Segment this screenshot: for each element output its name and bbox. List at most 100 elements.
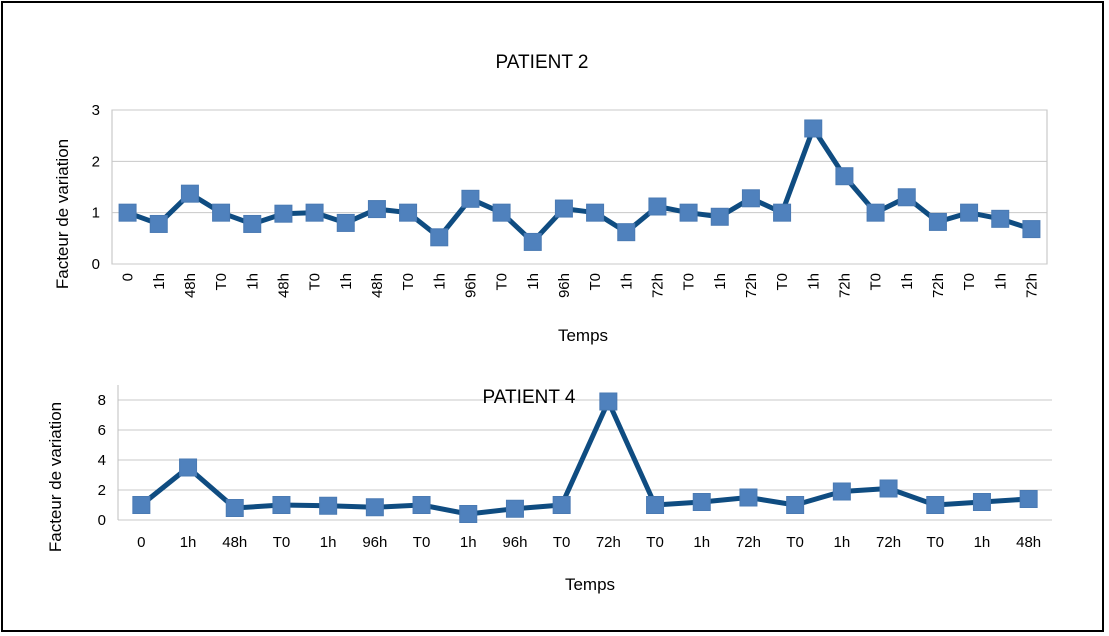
data-point-marker xyxy=(710,207,729,226)
x-tick-label: T0 xyxy=(926,534,944,551)
data-point-marker xyxy=(832,482,851,501)
x-tick-label: 1h xyxy=(805,273,822,290)
data-point-marker xyxy=(461,189,480,208)
x-tick-label: 1h xyxy=(180,534,197,551)
y-tick-label: 1 xyxy=(92,205,100,222)
data-point-marker xyxy=(243,214,262,233)
data-point-marker xyxy=(773,203,792,222)
y-tick-label: 4 xyxy=(98,452,106,469)
x-tick-label: 1h xyxy=(974,534,991,551)
x-tick-label: 48h xyxy=(275,273,292,298)
x-tick-label: 72h xyxy=(736,534,761,551)
plot-area xyxy=(111,109,1048,265)
y-tick-label: 6 xyxy=(98,422,106,439)
data-point-marker xyxy=(1019,490,1038,508)
data-point-marker xyxy=(692,493,711,511)
y-tick-label: 8 xyxy=(98,392,106,409)
y-tick-label: 2 xyxy=(92,153,100,170)
x-tick-label: 48h xyxy=(369,273,386,298)
data-point-marker xyxy=(367,200,386,219)
x-tick-label: 96h xyxy=(462,273,479,298)
x-tick-label: T0 xyxy=(213,273,230,291)
y-axis-label: Facteur de variation xyxy=(53,139,72,289)
data-point-marker xyxy=(274,204,293,223)
data-point-marker xyxy=(1022,220,1041,239)
y-tick-label: 0 xyxy=(98,512,106,529)
data-point-marker xyxy=(180,184,199,203)
x-tick-label: 0 xyxy=(120,273,137,281)
data-point-marker xyxy=(132,496,151,514)
x-tick-label: T0 xyxy=(646,534,664,551)
data-point-marker xyxy=(554,199,573,218)
data-point-marker xyxy=(646,496,665,514)
x-tick-label: 1h xyxy=(151,273,168,290)
x-tick-label: 1h xyxy=(460,534,477,551)
data-point-marker xyxy=(149,214,168,233)
y-tick-label: 3 xyxy=(92,102,100,119)
chart-title: PATIENT 2 xyxy=(496,52,589,73)
x-tick-label: 72h xyxy=(930,273,947,298)
x-axis-label: Temps xyxy=(565,575,615,594)
x-tick-label: 72h xyxy=(596,534,621,551)
x-tick-label: T0 xyxy=(868,273,885,291)
x-tick-label: 1h xyxy=(618,273,635,290)
x-tick-label: 72h xyxy=(836,273,853,298)
data-point-marker xyxy=(319,496,338,515)
x-tick-label: 1h xyxy=(338,273,355,290)
data-point-marker xyxy=(804,119,823,138)
x-axis-label: Temps xyxy=(558,326,608,345)
data-point-marker xyxy=(879,479,898,498)
series xyxy=(132,392,1038,523)
x-tick-label: 96h xyxy=(502,534,527,551)
data-point-marker xyxy=(179,458,198,477)
series-line xyxy=(126,125,1033,245)
data-point-marker xyxy=(365,498,384,517)
data-point-marker xyxy=(212,203,231,222)
data-point-marker xyxy=(492,203,511,222)
x-tick-label: 1h xyxy=(992,273,1009,290)
chart-title: PATIENT 4 xyxy=(483,387,576,408)
data-point-marker xyxy=(505,499,524,518)
data-point-marker xyxy=(897,188,916,207)
x-tick-label: T0 xyxy=(400,273,417,291)
data-point-marker xyxy=(552,496,571,514)
x-tick-labels: 0 1h 48h T0 1h 96h T0 1h 96h T0 72h T0 1h 72h T0 1h 72h T… xyxy=(137,534,1041,551)
x-tick-label: 72h xyxy=(876,534,901,551)
x-tick-label: 1h xyxy=(693,534,710,551)
x-tick-label: 72h xyxy=(649,273,666,298)
x-tick-label: T0 xyxy=(961,273,978,291)
x-tick-label: 96h xyxy=(556,273,573,298)
data-point-marker xyxy=(648,197,667,216)
patient-2-chart: 0 1 2 3 0 1h 48h T0 1h 48h T0 1h 48h T0 1h 96h T0 1h 96h T… xyxy=(53,52,1048,345)
data-point-marker xyxy=(305,203,324,222)
x-tick-label: 1h xyxy=(525,273,542,290)
data-point-marker xyxy=(272,496,291,514)
x-tick-label: T0 xyxy=(774,273,791,291)
x-tick-label: 96h xyxy=(362,534,387,551)
y-tick-label: 2 xyxy=(98,482,106,499)
x-tick-label: 48h xyxy=(1016,534,1041,551)
data-point-marker xyxy=(599,392,618,411)
data-point-marker xyxy=(928,212,947,231)
x-tick-label: 72h xyxy=(1023,273,1040,298)
data-point-marker xyxy=(118,203,137,222)
data-point-marker xyxy=(459,505,478,523)
data-point-marker xyxy=(679,203,698,222)
patient-4-chart: 0 2 4 6 8 0 1h 48h T0 1h 96h T0 1h 96h T0 72h T0 1h 72h T0… xyxy=(46,385,1052,594)
x-tick-labels: 0 1h 48h T0 1h 48h T0 1h 48h T0 1h 96h T0 1h 96h T0 1h 72… xyxy=(120,273,1041,298)
y-tick-labels: 0 2 4 6 8 xyxy=(98,392,106,529)
data-point-marker xyxy=(617,223,636,242)
data-point-marker xyxy=(960,203,979,222)
data-point-marker xyxy=(412,496,431,514)
gridlines xyxy=(117,385,1052,521)
data-point-marker xyxy=(926,496,945,514)
series xyxy=(118,119,1041,251)
data-point-marker xyxy=(225,499,244,517)
x-tick-label: T0 xyxy=(273,534,291,551)
data-point-marker xyxy=(741,189,760,208)
data-point-marker xyxy=(786,496,805,514)
data-point-marker xyxy=(739,488,758,507)
x-tick-label: 48h xyxy=(222,534,247,551)
y-axis-label: Facteur de variation xyxy=(46,402,65,552)
